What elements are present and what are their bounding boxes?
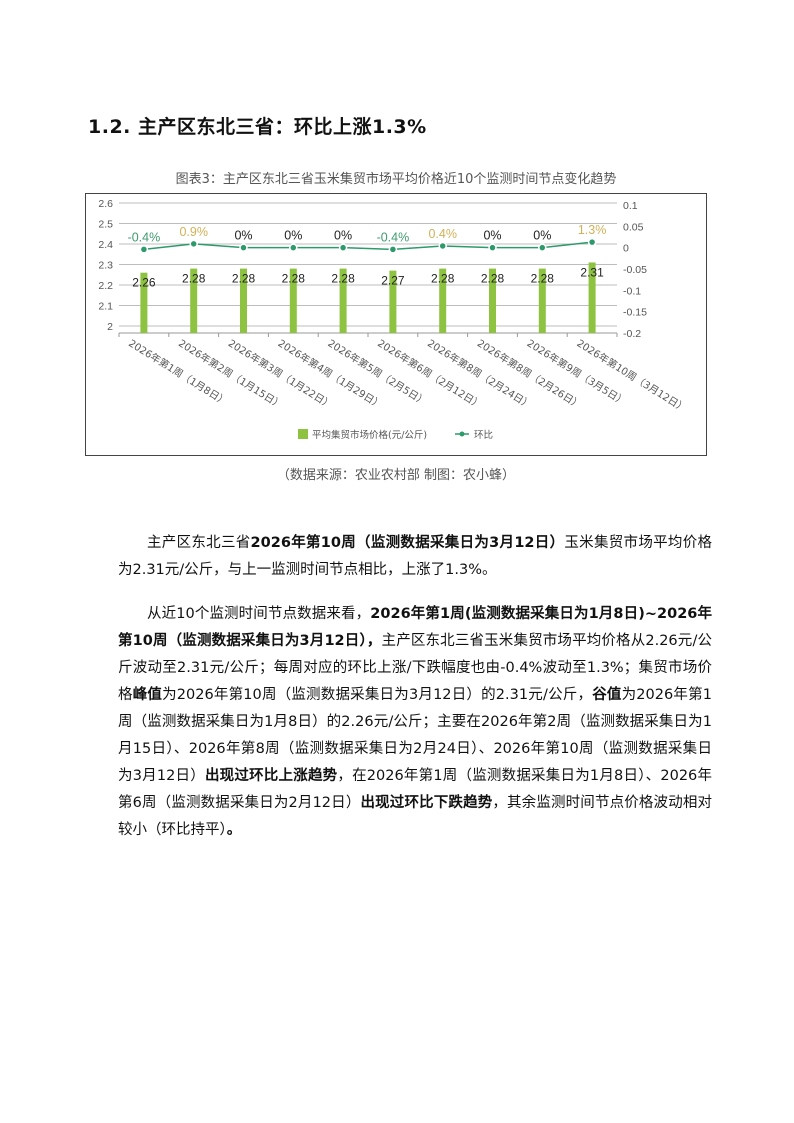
right-tick-label: 0 [623, 243, 629, 255]
bar-value-label: 2.28 [282, 272, 306, 286]
right-tick-label: -0.15 [623, 307, 647, 319]
legend-line-label: 环比 [474, 429, 493, 441]
bar [538, 268, 546, 333]
bar-value-label: 2.28 [481, 272, 505, 286]
bar [140, 272, 148, 333]
bar-value-label: 2.31 [580, 265, 604, 279]
bar [588, 262, 596, 333]
text-segment: 主产区东北三省玉米集贸市场平均价格从2.26元/公斤波动至2.31元/公斤；每周… [118, 633, 712, 703]
line-point [438, 241, 447, 251]
chart-svg: 2 2.1 2.2 2.3 2.4 2.5 2.6 -0.2 -0.15 -0.1 -0.05 0 0.… [98, 198, 689, 441]
chart: 2 2.1 2.2 2.3 2.4 2.5 2.6 -0.2 -0.15 -0.1 -0.05 0 0.… [85, 193, 707, 456]
line-value-label: -0.4% [128, 230, 161, 244]
bar [489, 268, 496, 333]
line-value-label: 0% [284, 229, 302, 243]
legend-bar-swatch [298, 429, 308, 439]
left-tick-label: 2.3 [98, 260, 113, 272]
text-segment: ，其余监测时间节点价格波动相对较小（环比持平） [118, 795, 713, 838]
right-tick-label: 0.1 [623, 200, 638, 212]
line-point [488, 243, 497, 252]
bar [389, 270, 397, 333]
left-tick-label: 2.5 [98, 219, 113, 231]
left-tick-label: 2.2 [98, 280, 113, 292]
paragraph-1: 主产区东北三省2026年第10周（监测数据采集日为3月12日）玉米集贸市场平均价… [118, 530, 712, 584]
bar-value-label: 2.28 [182, 272, 206, 286]
legend-line-marker [459, 431, 465, 437]
line-point [538, 243, 547, 252]
bar [190, 268, 198, 333]
bar-value-label: 2.28 [431, 272, 455, 286]
line-value-label: 0% [533, 229, 551, 243]
bar [339, 268, 347, 333]
line-point [189, 239, 198, 249]
text-segment: 从近10个监测时间节点数据来看， [147, 606, 371, 622]
bold-text: 谷值 [592, 687, 622, 703]
text-segment: 玉米集贸市场平均价格为2.31元/公斤，与上一监测时间节点相比，上涨了1.3%。 [118, 535, 713, 578]
line-value-label: 0% [483, 229, 501, 243]
line-value-label: 0% [234, 229, 252, 243]
line-value-label: -0.4% [377, 230, 410, 244]
bar [240, 268, 247, 333]
right-tick-label: -0.05 [623, 264, 647, 276]
line-series [143, 241, 593, 251]
line-point [139, 245, 149, 254]
legend-bar-label: 平均集贸市场价格(元/公斤) [312, 429, 427, 441]
right-tick-label: 0.05 [623, 221, 644, 233]
section-heading: 1.2. 主产区东北三省：环比上涨1.3% [88, 116, 427, 138]
text-segment: ，在2026年第1周（监测数据采集日为1月8日）、2026年第6周（监测数据采集… [118, 768, 712, 811]
bar-value-label: 2.28 [331, 272, 355, 286]
bold-text: 2026年第1周(监测数据采集日为1月8日)~2026年第10周（监测数据采集日… [118, 606, 713, 649]
right-tick-label: -0.2 [623, 328, 641, 340]
line-point [587, 237, 597, 247]
left-tick-label: 2.6 [98, 198, 113, 210]
left-tick-label: 2.1 [98, 301, 113, 313]
line-value-label: 0% [334, 229, 352, 243]
source-note: （数据来源：农业农村部 制图：农小蜂） [276, 468, 516, 483]
bar-value-label: 2.28 [232, 272, 256, 286]
text-segment: 为2026年第10周（监测数据采集日为3月12日）的2.31元/公斤， [162, 687, 593, 703]
bar-value-label: 2.26 [132, 276, 156, 290]
bar-value-label: 2.28 [531, 272, 555, 286]
line-value-label: 1.3% [578, 223, 607, 237]
paragraph-2: 从近10个监测时间节点数据来看，2026年第1周(监测数据采集日为1月8日)~2… [118, 601, 712, 844]
line-point [338, 243, 348, 252]
chart-title: 图表3：主产区东北三省玉米集贸市场平均价格近10个监测时间节点变化趋势 [175, 172, 617, 187]
bold-text: 出现过环比下跌趋势 [360, 795, 493, 811]
line-point [388, 245, 398, 254]
right-tick-label: -0.1 [623, 285, 641, 297]
bold-text: 。 [226, 822, 242, 838]
bar [439, 268, 447, 333]
line-point [239, 243, 248, 252]
left-tick-label: 2.4 [98, 239, 113, 251]
bar-value-label: 2.27 [381, 274, 405, 288]
line-value-label: 0.9% [179, 225, 208, 239]
line-point [289, 243, 298, 252]
text-segment: 主产区东北三省 [147, 535, 251, 551]
bold-text: 峰值 [132, 687, 163, 703]
line-value-label: 0.4% [428, 227, 457, 241]
text-segment: 为2026年第1周（监测数据采集日为1月8日）的2.26元/公斤；主要在2026… [118, 687, 713, 784]
bold-text: 出现过环比上涨趋势 [204, 768, 338, 784]
bar [289, 268, 297, 333]
bold-text: 2026年第10周（监测数据采集日为3月12日） [250, 535, 565, 551]
left-tick-label: 2 [107, 321, 113, 333]
